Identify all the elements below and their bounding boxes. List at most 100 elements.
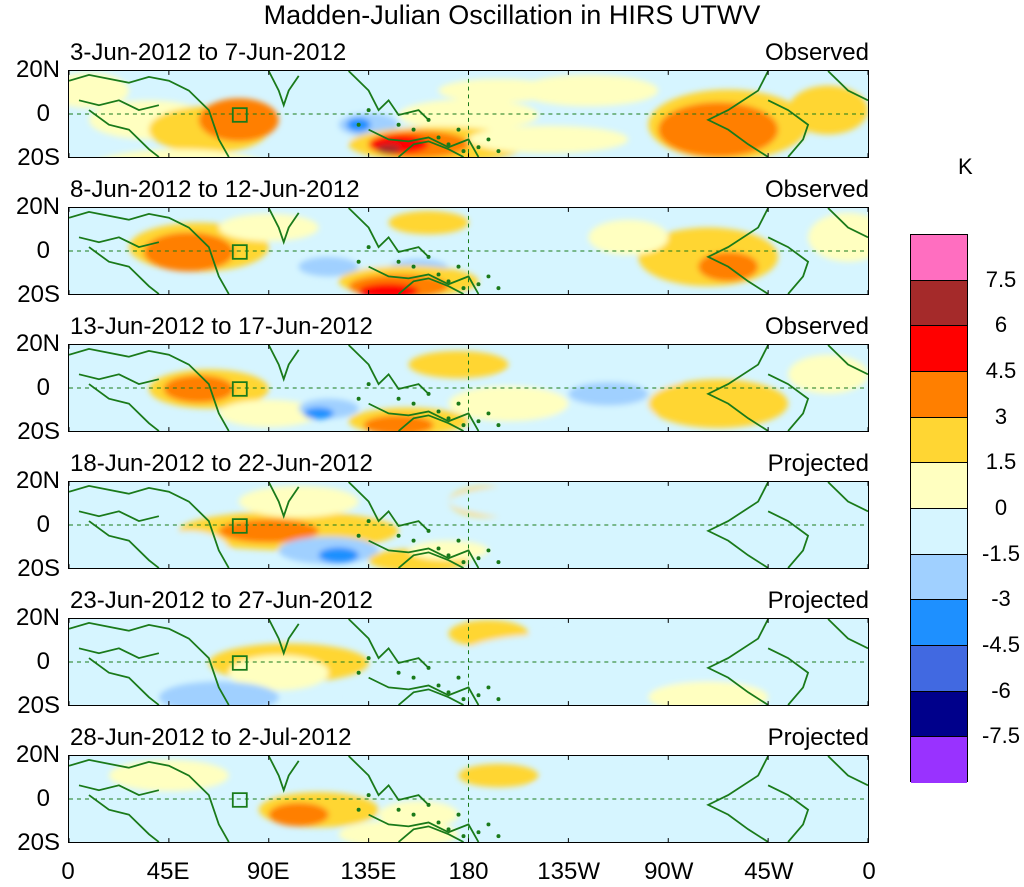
coastline [827,756,868,787]
coastline [69,211,230,294]
anomaly-contour [298,256,359,277]
coastline [397,414,464,431]
coastline [767,510,810,568]
panel-date: 23-Jun-2012 to 27-Jun-2012 [70,587,373,614]
latitude-label: 20S [17,144,60,171]
anomaly-contour [668,791,829,839]
island [446,690,451,695]
map-panel [68,618,869,706]
island [486,685,491,690]
coastline [348,619,430,669]
legend-swatch [911,645,967,692]
anomaly-contour [143,232,234,272]
anomaly-map [69,482,868,568]
coastline [706,482,769,568]
anomaly-contour [648,681,769,705]
coastline [397,140,464,157]
island [356,533,361,538]
latitude-label: 20S [17,418,60,445]
anomaly-contour [568,382,649,406]
map-panel [68,344,869,432]
legend-swatch [911,280,967,327]
coastline [706,208,769,294]
anomaly-contour [376,144,401,155]
panel-status: Projected [767,724,869,751]
island [446,553,451,558]
legend-level: 7.5 [985,266,1017,292]
anomaly-contour [268,802,329,827]
island [396,259,401,264]
longitude-label: 0 [862,858,876,885]
island [356,122,361,127]
anomaly-contour [638,541,739,568]
latitude-label: 20N [15,193,60,220]
latitude-label: 20N [15,467,60,494]
island [461,697,466,702]
region-box [231,518,248,534]
legend-level: 6 [994,312,1008,338]
island [476,830,481,835]
longitude-label: 90E [246,858,290,885]
anomaly-contour [108,759,229,792]
island [411,401,416,406]
island [456,812,461,817]
island [446,416,451,421]
longitude-axis: 0 45E 90E 135E 180 135W 90W 45W 0 [0,858,1024,886]
anomaly-contour [148,806,249,842]
anomaly-contour [218,213,319,242]
coastline [69,759,230,842]
coastline [78,784,160,797]
island [461,423,466,428]
anomaly-contour [648,379,789,429]
legend-swatch [911,508,967,555]
coastline [767,236,810,294]
coastline [78,373,160,386]
coastline [88,109,160,157]
island [456,264,461,269]
anomaly-contour [303,407,334,420]
region-box [231,792,248,808]
island [426,802,431,807]
anomaly-contour [163,375,234,403]
island [486,274,491,279]
coastline [348,71,430,121]
map-panel [68,481,869,569]
island [366,108,371,113]
coastline [368,128,480,157]
legend-swatch [911,600,967,646]
island [396,670,401,675]
coastline [767,99,810,157]
longitude-label: 45W [744,858,794,885]
coastline [767,784,810,842]
coastline [88,383,160,431]
coastline [397,688,464,705]
latitude-label: 0 [36,374,50,401]
map-panel [68,70,869,158]
island [356,396,361,401]
island [496,423,501,428]
panel-date: 18-Jun-2012 to 22-Jun-2012 [70,450,373,477]
legend-swatch [911,554,967,601]
island [356,259,361,264]
legend-level: 4.5 [985,358,1017,383]
latitude-label: 0 [36,100,50,127]
anomaly-contour [148,530,229,568]
island [366,793,371,798]
island [486,411,491,416]
anomaly-contour [518,74,659,107]
island [476,282,481,287]
latitude-label: 20S [17,829,60,856]
latitude-label: 0 [36,511,50,538]
legend-swatch [911,691,967,738]
anomaly-map [69,345,868,431]
panel-status: Observed [764,176,869,203]
island [411,812,416,817]
island [356,670,361,675]
coastline [827,482,868,513]
island [476,693,481,698]
coastline [267,756,300,793]
latitude-label: 20N [15,604,60,631]
longitude-label: 180 [448,858,489,885]
island [461,149,466,154]
coastline [69,74,230,157]
